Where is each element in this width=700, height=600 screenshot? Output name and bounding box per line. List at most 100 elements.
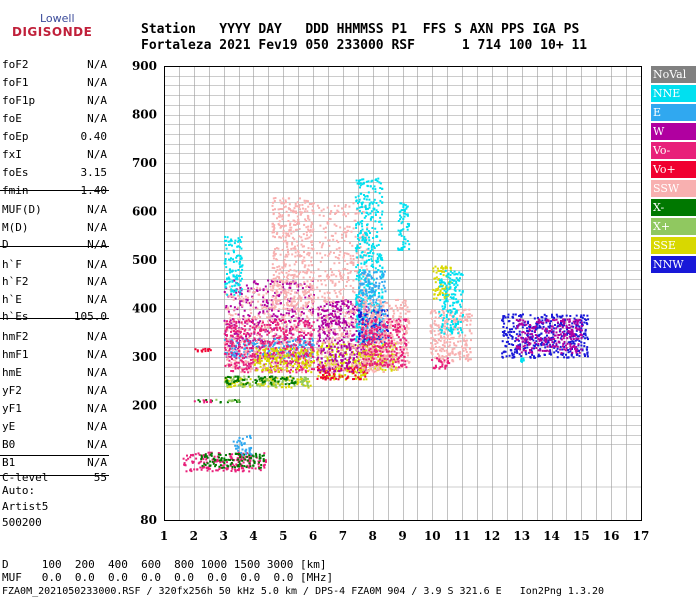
- data-point: [290, 332, 293, 335]
- data-point: [224, 343, 227, 346]
- data-point: [361, 323, 364, 326]
- data-point: [289, 284, 292, 287]
- data-point: [299, 271, 302, 274]
- data-point: [302, 276, 305, 279]
- data-point: [381, 309, 384, 312]
- data-point: [366, 369, 369, 372]
- data-point: [361, 251, 364, 253]
- data-point: [242, 360, 245, 363]
- data-point: [332, 354, 335, 357]
- data-point: [250, 287, 253, 290]
- data-point: [371, 263, 374, 266]
- data-point: [342, 333, 344, 335]
- data-point: [333, 370, 336, 373]
- data-point: [358, 344, 361, 347]
- data-point: [370, 295, 373, 298]
- data-point: [360, 348, 363, 351]
- data-point: [318, 331, 321, 334]
- data-point: [343, 227, 346, 230]
- data-point: [254, 315, 256, 318]
- data-point: [289, 321, 292, 324]
- data-point: [337, 350, 340, 353]
- data-point: [265, 288, 268, 291]
- data-point: [262, 384, 265, 387]
- param-name: foEp: [2, 130, 29, 143]
- param-value: N/A: [87, 275, 107, 288]
- data-point: [328, 217, 331, 220]
- data-point: [233, 242, 236, 245]
- data-point: [366, 284, 369, 287]
- data-point: [186, 454, 188, 457]
- data-point: [298, 323, 301, 326]
- data-point: [378, 220, 381, 223]
- data-point: [362, 316, 365, 319]
- data-point: [235, 337, 238, 340]
- data-point: [247, 329, 250, 331]
- data-point: [235, 339, 237, 341]
- data-point: [276, 315, 279, 318]
- data-point: [359, 319, 362, 322]
- data-point: [354, 359, 357, 362]
- data-point: [286, 362, 289, 365]
- data-point: [368, 321, 371, 324]
- data-point: [289, 347, 292, 350]
- data-point: [299, 197, 301, 200]
- data-point: [262, 377, 264, 380]
- data-point: [355, 208, 358, 211]
- data-point: [233, 365, 236, 367]
- data-point: [301, 262, 304, 265]
- data-point: [335, 248, 338, 251]
- data-point: [230, 290, 233, 293]
- data-point: [361, 220, 364, 222]
- data-point: [335, 368, 338, 370]
- data-point: [311, 314, 314, 317]
- data-point: [349, 284, 352, 287]
- data-point: [359, 282, 361, 285]
- data-point: [363, 312, 366, 315]
- data-point: [366, 326, 369, 329]
- data-point: [256, 283, 259, 285]
- data-point: [214, 463, 217, 466]
- data-point: [360, 277, 363, 280]
- data-point: [328, 337, 331, 340]
- data-point: [229, 285, 231, 288]
- data-point: [306, 253, 309, 256]
- data-point: [225, 334, 228, 337]
- data-point: [300, 284, 303, 287]
- data-point: [361, 183, 364, 186]
- data-point: [238, 274, 240, 277]
- data-point: [363, 194, 365, 196]
- data-point: [255, 306, 258, 309]
- data-point: [185, 470, 188, 473]
- data-point: [359, 315, 362, 318]
- data-point: [331, 305, 334, 308]
- data-point: [240, 327, 243, 330]
- data-point: [249, 334, 252, 337]
- data-point: [361, 201, 364, 204]
- data-point: [282, 348, 285, 351]
- data-point: [363, 370, 366, 373]
- data-point: [240, 441, 243, 444]
- data-point: [319, 371, 322, 374]
- data-point: [233, 362, 236, 365]
- data-point: [300, 306, 303, 309]
- data-point: [352, 360, 355, 362]
- data-point: [274, 277, 277, 280]
- data-point: [371, 309, 374, 312]
- data-point: [360, 371, 362, 374]
- data-point: [237, 313, 240, 316]
- data-point: [243, 375, 246, 378]
- data-point: [301, 377, 304, 380]
- data-point: [277, 247, 280, 250]
- data-point: [370, 216, 373, 219]
- data-point: [361, 283, 364, 286]
- data-point: [310, 284, 313, 287]
- data-point: [321, 368, 324, 371]
- data-point: [251, 384, 254, 387]
- data-point: [278, 308, 281, 311]
- data-point: [226, 343, 229, 345]
- data-point: [366, 274, 369, 277]
- data-point: [200, 468, 203, 471]
- data-point: [273, 306, 276, 309]
- data-point: [391, 368, 394, 371]
